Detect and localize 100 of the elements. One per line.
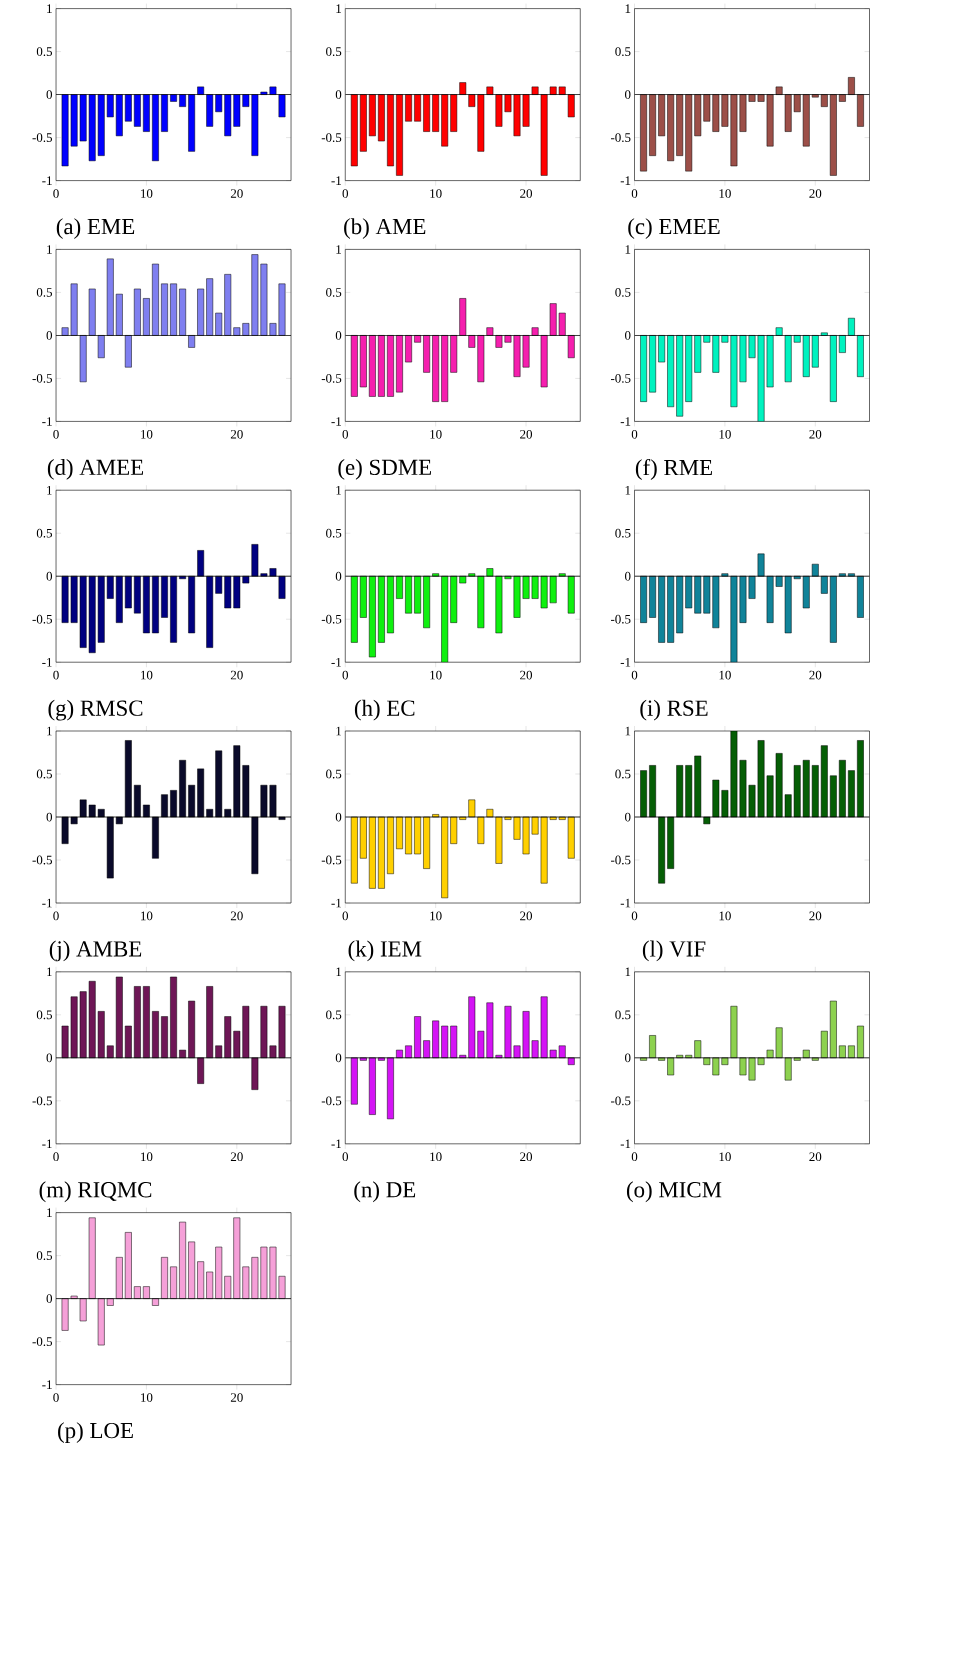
x-tick-label: 10 <box>719 670 731 680</box>
text: (o) MICM <box>626 1181 722 1203</box>
y-tick-label: -0.5 <box>32 133 53 143</box>
y-tick-label: 1 <box>625 4 631 13</box>
x-tick-label: 20 <box>520 670 533 680</box>
y-tick-label: 1 <box>336 726 341 736</box>
y-tick-label: -0.5 <box>32 614 53 624</box>
y-tick-label: -0.5 <box>321 855 342 865</box>
x-tick-label: 10 <box>719 189 731 198</box>
y-tick-label: 0 <box>46 812 53 822</box>
text: (c) EMEE <box>628 218 720 239</box>
y-tick-label: -1 <box>620 898 631 908</box>
y-tick-label: -0.5 <box>32 374 53 383</box>
y-tick-label: 0.5 <box>326 1010 342 1020</box>
y-tick-label: 0.5 <box>36 1251 53 1261</box>
x-tick-label: 10 <box>141 911 153 921</box>
text: (k) IEM <box>348 940 422 962</box>
x-tick-label: 10 <box>430 911 442 921</box>
y-tick-label: -0.5 <box>610 133 631 143</box>
y-tick-label: -1 <box>620 176 631 185</box>
text: (n) DE <box>354 1181 416 1203</box>
x-tick-label: 10 <box>141 1152 153 1162</box>
y-tick-label: -0.5 <box>321 1096 342 1106</box>
y-tick-label: 0.5 <box>615 1010 631 1020</box>
y-tick-label: 0.5 <box>615 769 631 779</box>
text: (d) AMEE <box>47 458 144 480</box>
y-tick-label: 1 <box>625 726 631 736</box>
y-tick-label: -0.5 <box>321 614 342 624</box>
y-tick-label: 0 <box>46 1053 53 1063</box>
text: (b) AME <box>344 218 426 239</box>
x-tick-label: 20 <box>520 429 533 439</box>
x-tick-label: 20 <box>230 429 243 439</box>
y-tick-label: 1 <box>47 485 52 495</box>
y-tick-label: -0.5 <box>610 614 631 624</box>
y-tick-label: -1 <box>331 176 341 185</box>
y-tick-label: 0 <box>335 1053 342 1063</box>
x-tick-label: 10 <box>719 1152 731 1162</box>
x-tick-label: 20 <box>520 911 533 921</box>
x-tick-label: 20 <box>809 670 822 680</box>
y-tick-label: 1 <box>47 967 52 977</box>
x-tick-label: 10 <box>141 429 153 439</box>
x-tick-label: 20 <box>230 911 243 921</box>
y-tick-label: -1 <box>42 657 52 667</box>
y-tick-label: 1 <box>625 485 631 495</box>
y-tick-label: 0 <box>46 571 53 581</box>
x-tick-label: 10 <box>141 1393 153 1402</box>
x-tick-label: 10 <box>430 189 442 198</box>
text: (m) RIQMC <box>39 1181 152 1203</box>
y-tick-label: -0.5 <box>610 1096 631 1106</box>
x-tick-label: 20 <box>809 1152 822 1162</box>
text: (j) AMBE <box>49 940 142 962</box>
y-tick-label: -1 <box>620 1139 631 1149</box>
y-tick-label: 1 <box>625 967 631 977</box>
x-tick-label: 10 <box>141 189 153 198</box>
x-tick-label: 20 <box>230 670 243 680</box>
y-tick-label: 0 <box>625 812 631 822</box>
y-tick-label: 1 <box>336 967 341 977</box>
x-tick-label: 20 <box>809 429 822 439</box>
y-tick-label: -0.5 <box>321 133 342 143</box>
bar <box>513 575 521 618</box>
y-tick-label: 0 <box>46 1294 53 1303</box>
y-tick-label: 0.5 <box>36 288 53 297</box>
y-tick-label: -1 <box>42 417 52 426</box>
text: (g) RMSC <box>48 699 143 721</box>
y-tick-label: 0.5 <box>326 769 342 779</box>
y-tick-label: 1 <box>336 485 341 495</box>
x-tick-label: 20 <box>809 189 822 198</box>
text: (e) SDME <box>338 458 432 480</box>
y-tick-label: 0.5 <box>615 47 631 56</box>
y-tick-label: -0.5 <box>610 374 631 383</box>
y-tick-label: -0.5 <box>610 855 631 865</box>
x-tick-label: 0 <box>53 1393 59 1402</box>
y-tick-label: 0.5 <box>326 47 342 56</box>
text: (a) EME <box>56 218 135 239</box>
y-tick-label: 0 <box>335 90 342 99</box>
x-tick-label: 20 <box>230 1393 243 1402</box>
y-tick-label: 0.5 <box>36 1010 53 1020</box>
y-tick-label: -1 <box>331 1139 341 1149</box>
y-tick-label: 1 <box>625 245 631 254</box>
y-tick-label: 0 <box>625 331 631 340</box>
y-tick-label: -1 <box>620 417 631 426</box>
x-tick-label: 10 <box>430 670 442 680</box>
y-tick-label: 0 <box>335 812 342 822</box>
y-tick-label: 0 <box>335 571 342 581</box>
y-tick-label: -1 <box>331 657 341 667</box>
y-tick-label: -1 <box>42 1139 52 1149</box>
y-tick-label: 1 <box>47 245 52 254</box>
y-tick-label: 0.5 <box>36 528 53 538</box>
y-tick-label: -0.5 <box>32 1096 53 1106</box>
y-tick-label: 0.5 <box>36 769 53 779</box>
x-tick-label: 20 <box>520 1152 533 1162</box>
y-tick-label: -1 <box>42 176 52 185</box>
text: (i) RSE <box>640 699 708 721</box>
y-tick-label: 0 <box>625 1053 631 1063</box>
x-tick-label: 20 <box>520 189 533 198</box>
x-tick-label: 10 <box>430 1152 442 1162</box>
y-tick-label: 0.5 <box>326 528 342 538</box>
x-tick-label: 0 <box>342 189 349 198</box>
y-tick-label: 0.5 <box>615 288 631 297</box>
y-tick-label: 1 <box>336 4 341 13</box>
